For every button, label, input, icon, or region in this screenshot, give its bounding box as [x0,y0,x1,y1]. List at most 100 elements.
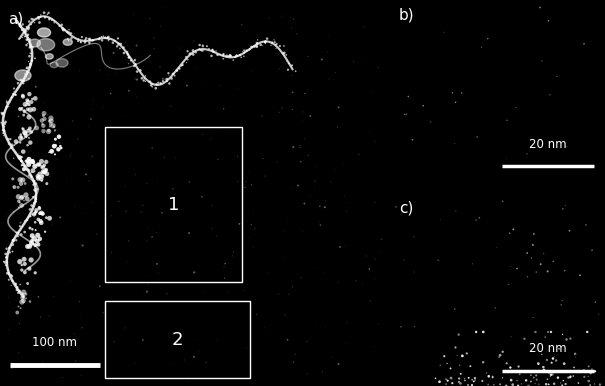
Point [590,368,600,374]
Point [463,382,473,386]
Point [158,78,168,84]
Point [77,34,87,40]
Point [439,353,449,359]
Point [183,48,192,54]
Point [374,249,384,255]
Point [198,47,208,54]
Point [253,37,263,43]
Point [32,125,42,131]
Point [330,69,340,76]
Point [2,106,11,112]
Point [50,151,60,157]
Point [4,267,13,273]
Point [22,65,32,71]
Polygon shape [15,70,31,81]
Text: a): a) [8,12,23,27]
Point [119,50,129,56]
Point [139,291,149,297]
Point [33,242,43,248]
Point [76,39,85,45]
Point [13,152,22,158]
Point [109,339,119,345]
Point [245,46,255,52]
Point [237,48,247,54]
Point [14,36,24,42]
Point [17,162,27,168]
Point [67,35,76,41]
Point [46,121,56,127]
Point [260,39,270,45]
Point [266,351,276,357]
Point [170,73,180,79]
Point [24,127,33,134]
Point [283,337,292,343]
Point [131,61,140,67]
Point [156,80,166,86]
Point [38,161,48,167]
Point [471,329,481,335]
Point [513,383,523,386]
Point [301,227,310,234]
Point [9,89,19,95]
Point [4,277,14,283]
Point [22,41,32,47]
Point [0,120,10,126]
Point [241,47,251,54]
Point [28,362,38,369]
Point [41,167,51,173]
Point [48,123,58,129]
Point [20,269,30,275]
Point [137,93,146,99]
Point [571,354,580,360]
Point [370,200,380,206]
Point [25,213,35,219]
Point [269,37,279,43]
Point [209,46,218,52]
Point [222,53,232,59]
Point [8,237,18,244]
Point [25,266,34,272]
Point [514,364,523,370]
Point [38,211,47,217]
Point [408,137,417,143]
Point [20,180,30,186]
Point [18,93,28,100]
Point [88,189,97,195]
Point [537,58,547,64]
Point [25,107,35,113]
Point [554,346,564,352]
Point [544,381,554,386]
Point [549,381,559,386]
Point [112,71,122,78]
Point [492,244,502,251]
Point [56,143,65,149]
Point [163,332,173,339]
Point [560,202,570,208]
Point [302,371,312,377]
Point [508,381,517,386]
Point [103,38,113,44]
Point [51,142,60,148]
Point [251,208,261,215]
Point [24,209,34,215]
Point [368,359,378,365]
Point [124,54,134,61]
Point [148,165,158,171]
Point [214,125,223,131]
Point [33,161,43,168]
Point [19,289,28,295]
Point [365,266,374,272]
Point [501,369,511,375]
Point [434,379,444,385]
Polygon shape [29,39,41,47]
Point [31,196,41,202]
Point [18,93,28,99]
Point [66,168,76,174]
Point [0,109,10,115]
Point [528,314,538,320]
Point [13,303,23,310]
Point [289,144,298,150]
Point [15,21,24,27]
Point [24,135,34,141]
Point [70,331,79,337]
